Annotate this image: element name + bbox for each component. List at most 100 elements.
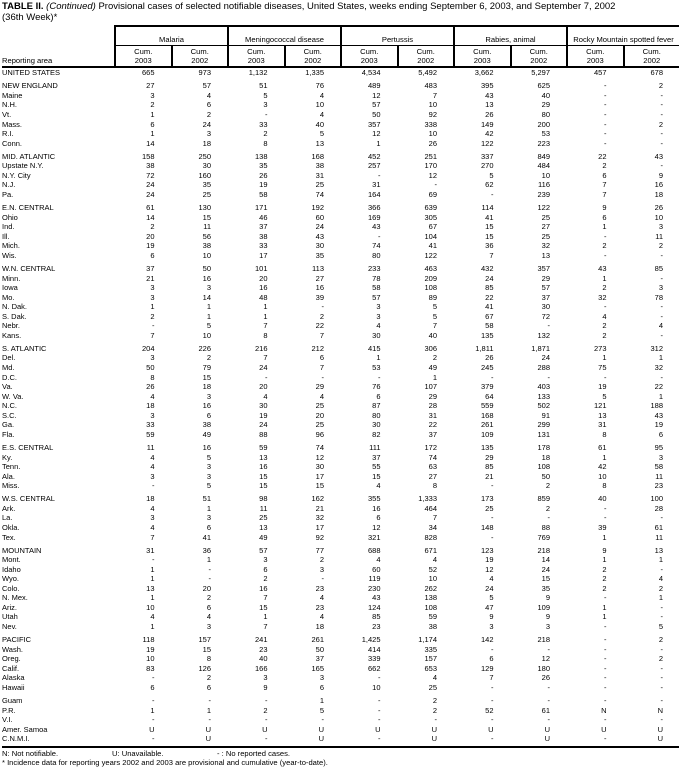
row-area-label: Amer. Samoa bbox=[2, 724, 48, 734]
table-row: Maine 3 4 5 4 12 7 43 40 - - bbox=[2, 91, 679, 101]
data-cell: 241 bbox=[254, 635, 268, 645]
data-cell: 51 bbox=[202, 494, 211, 504]
row-area-label: Ky. bbox=[2, 452, 13, 462]
data-cell: 80 bbox=[541, 109, 550, 119]
row-area-label: C.N.M.I. bbox=[2, 734, 30, 744]
data-cell: 769 bbox=[537, 532, 550, 542]
table-row: Miss. - 5 15 15 4 8 - 2 8 23 bbox=[2, 481, 679, 491]
data-cell: 11 bbox=[655, 471, 663, 481]
data-cell: U bbox=[657, 724, 663, 734]
data-cell: 20 bbox=[202, 583, 211, 593]
cum-label: Cum. bbox=[416, 47, 435, 56]
data-cell: 85 bbox=[485, 283, 494, 293]
data-cell: 24 bbox=[485, 583, 494, 593]
table-row: Fla. 59 49 88 96 82 37 109 131 8 6 bbox=[2, 430, 679, 440]
data-cell: 6 bbox=[263, 564, 268, 574]
data-cell: - bbox=[660, 673, 664, 683]
data-cell: 4 bbox=[602, 311, 607, 321]
data-cell: 188 bbox=[650, 401, 663, 411]
data-cell: - bbox=[660, 138, 664, 148]
data-cell: 3 bbox=[150, 292, 155, 302]
data-cell: 1 bbox=[206, 503, 211, 513]
data-cell: 14 bbox=[541, 555, 550, 565]
data-cell: 74 bbox=[428, 452, 437, 462]
data-cell: 357 bbox=[367, 119, 381, 129]
data-cell: 55 bbox=[372, 462, 381, 472]
data-cell: 108 bbox=[537, 462, 550, 472]
data-cell: 273 bbox=[593, 343, 607, 353]
data-cell: - bbox=[321, 372, 325, 382]
row-area-label: Miss. bbox=[2, 481, 20, 491]
data-cell: 4 bbox=[150, 462, 155, 472]
data-cell: 43 bbox=[372, 593, 381, 603]
table-row: N.Y. City 72 160 26 31 - 12 5 10 6 9 bbox=[2, 171, 679, 181]
data-cell: 29 bbox=[541, 273, 550, 283]
data-cell: 35 bbox=[202, 180, 211, 190]
data-cell: 3 bbox=[376, 302, 381, 312]
data-cell: - bbox=[378, 231, 381, 241]
table-row: Guam - - - 1 - 2 - - - - bbox=[2, 696, 679, 706]
data-cell: 20 bbox=[259, 382, 268, 392]
data-cell: - bbox=[660, 372, 664, 382]
data-cell: 43 bbox=[654, 410, 663, 420]
data-cell: 7 bbox=[602, 180, 607, 190]
data-cell: 192 bbox=[311, 203, 324, 213]
data-cell: 15 bbox=[202, 372, 211, 382]
data-cell: 60 bbox=[372, 564, 381, 574]
data-cell: 14 bbox=[146, 212, 155, 222]
table-row: Kans. 7 10 8 7 30 40 135 132 2 - bbox=[2, 331, 679, 341]
data-cell: 1 bbox=[263, 302, 268, 312]
data-cell: 4 bbox=[150, 452, 155, 462]
data-cell: 312 bbox=[650, 343, 663, 353]
cum-label: Cum. bbox=[134, 47, 153, 56]
data-cell: 18 bbox=[654, 189, 663, 199]
data-cell: - bbox=[604, 696, 607, 706]
data-cell: 38 bbox=[202, 420, 211, 430]
data-cell: 5 bbox=[319, 705, 324, 715]
data-cell: 4 bbox=[489, 574, 494, 584]
data-cell: U bbox=[488, 724, 494, 734]
data-cell: 209 bbox=[424, 273, 437, 283]
data-cell: 7 bbox=[263, 321, 268, 331]
data-cell: - bbox=[378, 705, 381, 715]
row-area-label: Iowa bbox=[2, 283, 18, 293]
data-cell: 21 bbox=[146, 273, 155, 283]
data-cell: - bbox=[660, 564, 664, 574]
data-cell: 22 bbox=[485, 292, 494, 302]
data-cell: 2 bbox=[432, 705, 437, 715]
data-cell: 1 bbox=[263, 612, 268, 622]
row-area-label: Minn. bbox=[2, 273, 21, 283]
data-cell: 489 bbox=[367, 81, 381, 91]
data-cell: - bbox=[434, 180, 438, 190]
data-cell: 4 bbox=[432, 555, 437, 565]
data-cell: 83 bbox=[146, 663, 155, 673]
data-cell: 19 bbox=[598, 382, 607, 392]
data-cell: 22 bbox=[428, 420, 437, 430]
data-cell: - bbox=[604, 372, 607, 382]
data-cell: 2 bbox=[602, 241, 607, 251]
year-label: 2002 bbox=[417, 55, 435, 65]
data-cell: 58 bbox=[654, 462, 663, 472]
data-cell: 12 bbox=[315, 452, 324, 462]
data-cell: 15 bbox=[372, 471, 381, 481]
table-row: Idaho 1 - 6 3 60 52 12 24 2 - bbox=[2, 565, 679, 575]
column-subheader: Cum. 2002 bbox=[622, 46, 680, 67]
data-cell: U bbox=[149, 724, 155, 734]
data-cell: 25 bbox=[315, 401, 324, 411]
data-cell: 2 bbox=[206, 353, 211, 363]
data-cell: 21 bbox=[315, 503, 324, 513]
data-cell: - bbox=[604, 100, 607, 110]
data-cell: 13 bbox=[654, 545, 663, 555]
data-cell: 91 bbox=[541, 410, 550, 420]
data-cell: - bbox=[660, 715, 664, 725]
data-cell: 10 bbox=[372, 682, 381, 692]
row-area-label: N. Dak. bbox=[2, 302, 28, 312]
row-area-label: N.H. bbox=[2, 100, 17, 110]
data-cell: 4 bbox=[658, 321, 663, 331]
table-row: Utah 4 4 1 4 85 59 9 9 1 - bbox=[2, 612, 679, 622]
table-row: E.N. CENTRAL 61 130 171 192 366 639 114 122 9 26 bbox=[2, 203, 679, 213]
data-cell: 1 bbox=[376, 138, 381, 148]
data-cell: 2 bbox=[150, 222, 155, 232]
data-cell: 123 bbox=[480, 545, 494, 555]
data-cell: 226 bbox=[198, 343, 211, 353]
